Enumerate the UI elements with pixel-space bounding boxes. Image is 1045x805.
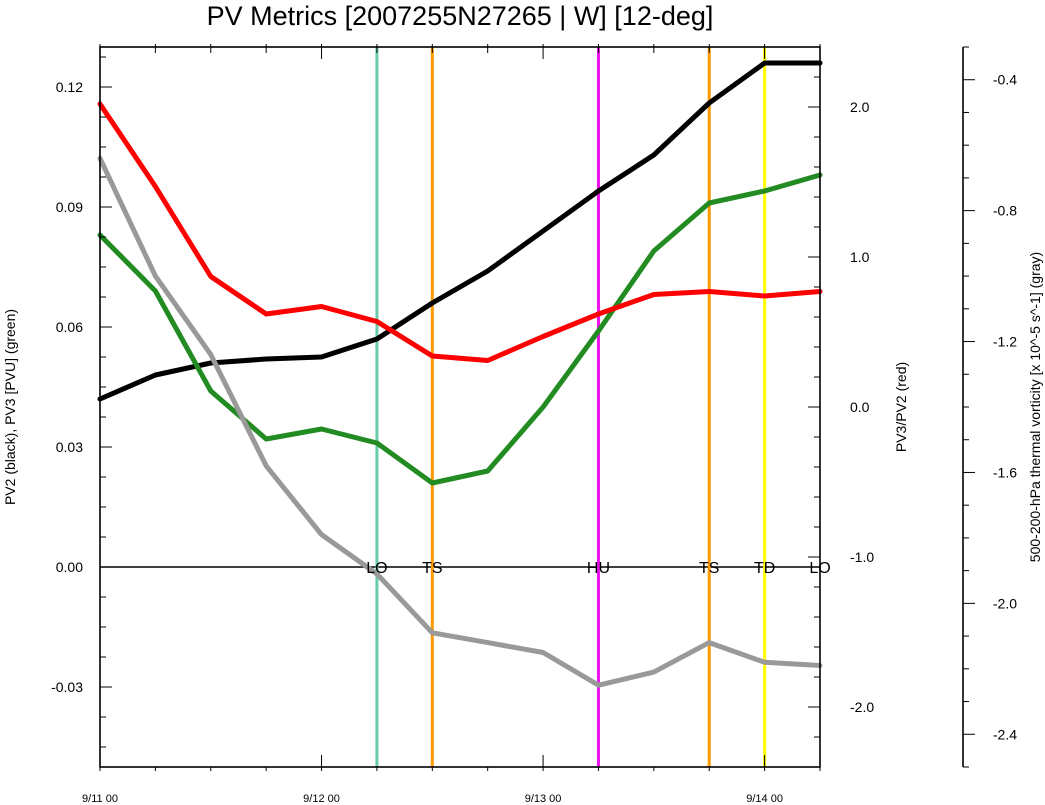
series-line-3 xyxy=(97,155,823,688)
left-tick-label: 0.03 xyxy=(56,439,83,455)
stage-label-5: LO xyxy=(809,560,830,577)
left-tick-label: -0.03 xyxy=(51,679,83,695)
stage-marker-lines xyxy=(100,47,820,767)
series-line-2 xyxy=(97,101,823,363)
stage-label-2: HU xyxy=(587,560,610,577)
left-tick-label: 0.00 xyxy=(56,559,83,575)
right2-tick-label: -0.8 xyxy=(993,203,1017,219)
stage-label-0: LO xyxy=(366,560,387,577)
series-line-1 xyxy=(97,172,823,486)
stage-label-1: TS xyxy=(422,560,442,577)
stage-labels: LO TS HU TS TD LO xyxy=(366,560,830,577)
x-tick-label: 9/13 00 xyxy=(525,793,562,805)
right1-tick-label: -2.0 xyxy=(850,699,874,715)
stage-label-3: TS xyxy=(699,560,719,577)
right1-tick-label: 0.0 xyxy=(850,399,870,415)
series-line-0 xyxy=(97,60,823,402)
stage-label-4: TD xyxy=(754,560,775,577)
chart-title: PV Metrics [2007255N27265 | W] [12-deg] xyxy=(207,1,714,31)
right1-tick-label: -1.0 xyxy=(850,549,874,565)
left-tick-label: 0.09 xyxy=(56,199,83,215)
left-axis-label: PV2 (black), PV3 [PVU] (green) xyxy=(2,309,18,505)
right2-tick-label: -2.4 xyxy=(993,726,1017,742)
right2-tick-label: -1.6 xyxy=(993,464,1017,480)
right1-tick-label: 1.0 xyxy=(850,249,870,265)
x-tick-label: 9/12 00 xyxy=(303,793,340,805)
axes: -0.03 0.00 0.03 0.06 0.09 0.12 9/11 00 9/12 00 9… xyxy=(51,44,1017,805)
left-tick-label: 0.12 xyxy=(56,79,83,95)
x-tick-label: 9/14 00 xyxy=(746,793,783,805)
plot-frame xyxy=(99,46,821,768)
left-tick-label: 0.06 xyxy=(56,319,83,335)
right-axis-1-label: PV3/PV2 (red) xyxy=(893,362,909,452)
right2-tick-label: -2.0 xyxy=(993,595,1017,611)
right2-tick-label: -1.2 xyxy=(993,334,1017,350)
right1-tick-label: 2.0 xyxy=(850,99,870,115)
right-axis-2-label: 500-200-hPa thermal vorticity [x 10^-5 s… xyxy=(1027,252,1043,562)
data-series xyxy=(97,60,823,688)
x-tick-label: 9/11 00 xyxy=(82,793,118,805)
right2-tick-label: -0.4 xyxy=(993,72,1017,88)
